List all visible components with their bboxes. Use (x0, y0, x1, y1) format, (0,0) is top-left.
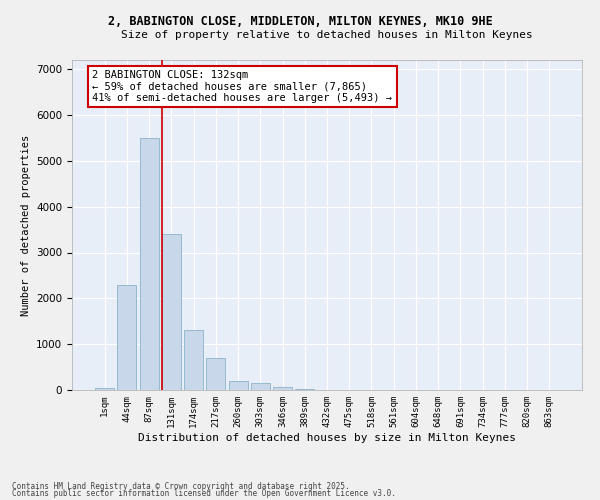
Bar (273, 386, 292, 390)
Text: 2, BABINGTON CLOSE, MIDDLETON, MILTON KEYNES, MK10 9HE: 2, BABINGTON CLOSE, MIDDLETON, MILTON KE… (107, 15, 493, 28)
Bar (229, 381, 248, 390)
Y-axis label: Number of detached properties: Number of detached properties (20, 134, 31, 316)
Bar (206, 358, 225, 390)
Bar (251, 383, 270, 390)
Text: Contains public sector information licensed under the Open Government Licence v3: Contains public sector information licen… (12, 490, 396, 498)
Bar (295, 389, 314, 390)
Bar (95, 388, 114, 390)
Title: Size of property relative to detached houses in Milton Keynes: Size of property relative to detached ho… (121, 30, 533, 40)
X-axis label: Distribution of detached houses by size in Milton Keynes: Distribution of detached houses by size … (138, 432, 516, 442)
Text: 2 BABINGTON CLOSE: 132sqm
← 59% of detached houses are smaller (7,865)
41% of se: 2 BABINGTON CLOSE: 132sqm ← 59% of detac… (92, 70, 392, 103)
Bar (162, 234, 181, 390)
Text: Contains HM Land Registry data © Crown copyright and database right 2025.: Contains HM Land Registry data © Crown c… (12, 482, 350, 491)
Bar (140, 138, 158, 390)
Bar (118, 284, 136, 390)
Bar (184, 330, 203, 390)
